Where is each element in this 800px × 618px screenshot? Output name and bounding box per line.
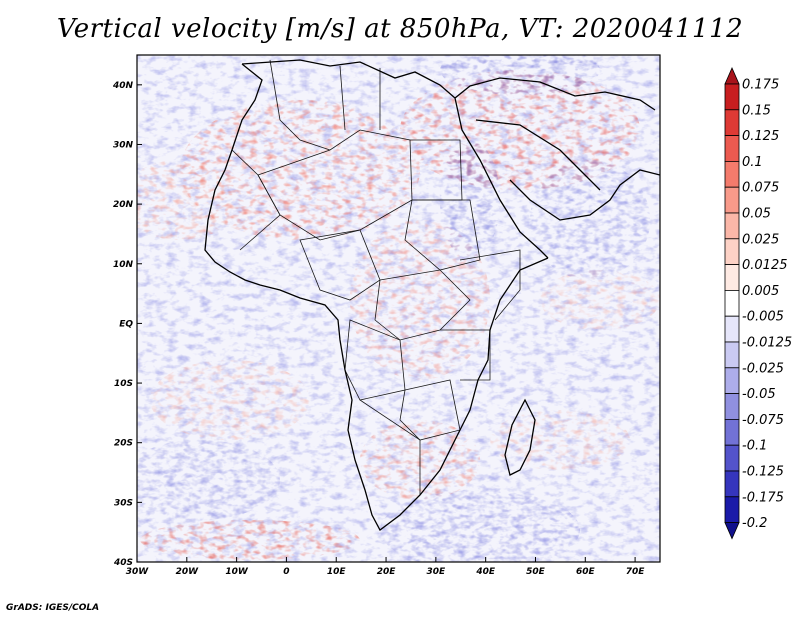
footer-credit: GrADS: IGES/COLA (6, 603, 100, 613)
colorbar-segment (724, 470, 740, 498)
lon-label: 40E (475, 567, 496, 577)
lon-label: 0 (283, 567, 289, 577)
chart-title: Vertical velocity [m/s] at 850hPa, VT: 2… (56, 14, 744, 44)
lon-label: 70E (626, 567, 646, 577)
colorbar: 0.175 0.15 0.125 0.1 0.075 0.05 0.025 0.0125 0.0… (724, 67, 792, 540)
colorbar-label: -0.025 (742, 361, 784, 376)
lat-label: 30S (114, 498, 133, 508)
lon-label: 10W (225, 567, 249, 577)
lat-label: 30N (113, 140, 134, 150)
colorbar-segment (724, 109, 740, 136)
country-borders (231, 59, 521, 495)
lon-label: 60E (576, 567, 596, 577)
lat-label: 20S (114, 439, 133, 449)
lat-label: 40N (112, 81, 134, 91)
colorbar-segment (724, 367, 740, 394)
lon-label: 10E (327, 567, 347, 577)
velocity-field (137, 55, 660, 562)
colorbar-segment (724, 238, 740, 266)
colorbar-label: -0.075 (742, 413, 784, 428)
map-frame (136, 54, 661, 563)
lat-label: 40S (113, 558, 133, 568)
colorbar-label: -0.0125 (742, 336, 792, 351)
colorbar-label: 0.15 (742, 103, 771, 118)
colorbar-label: -0.05 (742, 387, 776, 402)
colorbar-segment (724, 212, 740, 240)
lon-label: 20W (176, 567, 200, 577)
colorbar-label: 0.05 (742, 207, 771, 222)
colorbar-segment (724, 135, 740, 162)
colorbar-segment (724, 393, 740, 420)
colorbar-label: -0.005 (742, 310, 784, 325)
colorbar-label: 0.1 (742, 155, 763, 170)
colorbar-segment (724, 341, 740, 369)
colorbar-label: -0.2 (742, 516, 767, 531)
lat-label: 10N (113, 260, 134, 270)
colorbar-label: 0.005 (742, 284, 779, 299)
colorbar-label: 0.125 (742, 129, 779, 144)
colorbar-segment (724, 67, 740, 85)
colorbar-label: 0.025 (742, 232, 779, 247)
colorbar-label: -0.125 (742, 465, 784, 480)
lat-label: 10S (114, 379, 133, 389)
colorbar-segment (724, 264, 740, 291)
lon-label: 30W (126, 567, 150, 577)
lon-label: 20E (377, 567, 397, 577)
colorbar-segment (724, 289, 740, 317)
colorbar-segment (724, 315, 740, 343)
colorbar-label: -0.1 (742, 439, 767, 454)
colorbar-segment (724, 161, 740, 188)
lat-label: 20N (113, 200, 134, 210)
colorbar-segment (724, 186, 740, 214)
lon-label: 30E (427, 567, 447, 577)
colorbar-label: 0.175 (742, 78, 779, 93)
lat-label: EQ (119, 319, 133, 329)
lon-label: 50E (526, 567, 546, 577)
lat-axis-labels: 40N 30N 20N 10N EQ 10S 20S 30S 40S (112, 81, 142, 568)
colorbar-segment (724, 496, 740, 523)
colorbar-segment (724, 522, 740, 540)
colorbar-segment (724, 418, 740, 446)
colorbar-label: 0.0125 (742, 258, 788, 273)
lon-axis-labels: 30W 20W 10W 0 10E 20E 30E 40E 50E 60E 70E (126, 557, 646, 577)
colorbar-segment (724, 83, 740, 111)
coastline (204, 59, 660, 531)
colorbar-label: -0.175 (742, 490, 784, 505)
colorbar-label: 0.075 (742, 181, 779, 196)
colorbar-segment (724, 444, 740, 472)
